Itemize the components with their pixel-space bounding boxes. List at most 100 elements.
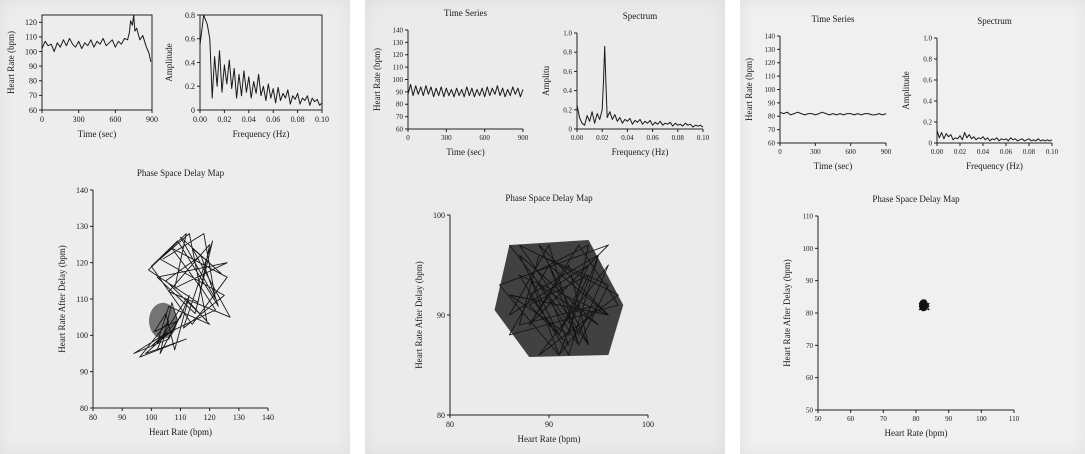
chart-9-dense-trajectory — [919, 299, 929, 312]
chart-7-y-tick-label: 110 — [765, 73, 776, 81]
chart-3-x-tick-label: 90 — [118, 413, 126, 422]
chart-5-y-tick-label: 0.4 — [563, 87, 572, 95]
chart-5-title: Spectrum — [623, 11, 658, 21]
chart-2-x-tick-label: 0.10 — [315, 115, 329, 124]
chart-5-x-tick-label: 0.04 — [621, 134, 634, 142]
chart-1-x-tick-label: 900 — [146, 115, 158, 124]
chart-5-y-tick-label: 0.2 — [563, 106, 572, 114]
chart-7-y-tick-label: 100 — [765, 86, 776, 94]
chart-9-x-tick-label: 100 — [976, 415, 987, 423]
chart-2-x-tick-label: 0.04 — [242, 115, 256, 124]
chart-3-x-tick-label: 130 — [233, 413, 245, 422]
chart-8-x-tick-label: 0.00 — [931, 148, 944, 156]
chart-9-x-tick-label: 110 — [1009, 415, 1020, 423]
chart-1-axis-frame — [41, 14, 153, 111]
chart-1-y-tick-label: 70 — [29, 91, 37, 100]
chart-5-x-tick-label: 0.02 — [596, 134, 609, 142]
chart-3-x-tick-label: 100 — [145, 413, 157, 422]
chart-8-y-tick-label: 0.6 — [923, 76, 932, 84]
chart-4-y-tick-label: 140 — [393, 26, 404, 34]
chart-4-y-tick-label: 110 — [393, 64, 404, 72]
chart-3-y-tick-label: 130 — [76, 222, 88, 231]
chart-7-y-tick-label: 80 — [768, 113, 776, 121]
chart-1-x-tick-label: 0 — [40, 115, 44, 124]
chart-5-x-tick-label: 0.08 — [672, 134, 685, 142]
chart-3-x-tick-label: 110 — [175, 413, 187, 422]
chart-5-y-tick-label: 0 — [569, 125, 573, 133]
chart-9-y-tick-label: 110 — [803, 212, 814, 220]
chart-7-series-line — [779, 111, 887, 116]
chart-5-x-tick-label: 0.00 — [571, 134, 584, 142]
chart-3-y-label: Heart Rate After Delay (bpm) — [57, 245, 67, 352]
chart-8-y-label: Amplitude — [901, 71, 911, 110]
chart-6-x-tick-label: 90 — [545, 420, 553, 429]
chart-1-y-tick-label: 120 — [25, 18, 37, 27]
chart-7-x-tick-label: 600 — [845, 148, 856, 156]
chart-1-x-tick-label: 300 — [73, 115, 85, 124]
chart-8-series-line — [936, 130, 1053, 142]
chart-6-y-tick-label: 80 — [437, 411, 445, 420]
chart-3-y-tick-label: 120 — [76, 258, 88, 267]
chart-7-x-tick-label: 900 — [881, 148, 892, 156]
chart-7-y-label: Heart Rate (bpm) — [744, 58, 754, 121]
chart-2-x-tick-label: 0.06 — [266, 115, 280, 124]
chart-1-x-tick-label: 600 — [109, 115, 121, 124]
chart-1-y-tick-label: 90 — [29, 62, 37, 71]
chart-6-y-tick-label: 100 — [433, 211, 445, 220]
chart-8-x-tick-label: 0.02 — [954, 148, 967, 156]
chart-9-y-tick-label: 100 — [803, 245, 814, 253]
chart-8-x-label: Frequency (Hz) — [966, 161, 1023, 171]
chart-8-title: Spectrum — [977, 16, 1012, 26]
chart-4-y-tick-label: 90 — [396, 88, 404, 96]
chart-7-x-label: Time (sec) — [814, 161, 852, 171]
chart-1-x-label: Time (sec) — [78, 129, 116, 139]
scan-panel-2 — [365, 0, 725, 454]
chart-4-y-tick-label: 100 — [393, 76, 404, 84]
chart-4-x-tick-label: 900 — [518, 134, 529, 142]
chart-3-x-label: Heart Rate (bpm) — [149, 427, 212, 437]
chart-8-y-tick-label: 0.2 — [923, 118, 932, 126]
chart-6-x-tick-label: 80 — [446, 420, 454, 429]
chart-4-title: Time Series — [444, 8, 487, 18]
chart-8-x-tick-label: 0.10 — [1046, 148, 1059, 156]
chart-6-x-tick-label: 100 — [642, 420, 654, 429]
chart-4-x-tick-label: 600 — [479, 134, 490, 142]
chart-9-x-tick-label: 70 — [880, 415, 888, 423]
chart-8-y-tick-label: 0 — [929, 139, 933, 147]
chart-2-y-tick-label: 0.6 — [185, 35, 195, 44]
chart-7-y-tick-label: 60 — [768, 139, 776, 147]
chart-4-series-line — [407, 83, 524, 98]
chart-6-dense-trajectory — [494, 240, 624, 357]
chart-4-x-tick-label: 0 — [406, 134, 410, 142]
chart-9-y-tick-label: 90 — [806, 277, 814, 285]
scan-panel-3 — [740, 0, 1085, 454]
chart-8-x-tick-label: 0.06 — [1000, 148, 1013, 156]
chart-6-y-tick-label: 90 — [437, 311, 445, 320]
chart-1-y-tick-label: 80 — [29, 77, 37, 86]
chart-9-y-tick-label: 50 — [806, 406, 814, 414]
chart-8-y-tick-label: 0.4 — [923, 97, 932, 105]
chart-2-y-tick-label: 0.4 — [185, 58, 195, 67]
chart-5-x-label: Frequency (Hz) — [612, 147, 669, 157]
chart-8-y-tick-label: 0.8 — [923, 55, 932, 63]
chart-4-y-tick-label: 120 — [393, 51, 404, 59]
chart-2-y-tick-label: 0.2 — [185, 82, 195, 91]
chart-2-y-tick-label: 0.8 — [185, 11, 195, 20]
chart-5-x-tick-label: 0.10 — [697, 134, 710, 142]
scan-panel-1 — [0, 0, 350, 454]
chart-4-y-tick-label: 80 — [396, 101, 404, 109]
chart-9-x-label: Heart Rate (bpm) — [885, 428, 948, 438]
chart-5-y-tick-label: 0.6 — [563, 68, 572, 76]
chart-7-y-tick-label: 70 — [768, 126, 776, 134]
chart-3-dense-trajectory — [149, 302, 177, 339]
chart-2-y-tick-label: 0 — [191, 106, 195, 115]
chart-7-y-tick-label: 90 — [768, 99, 776, 107]
chart-9-x-tick-label: 60 — [847, 415, 855, 423]
chart-2-x-tick-label: 0.08 — [291, 115, 305, 124]
chart-4-y-tick-label: 70 — [396, 113, 404, 121]
chart-7-x-tick-label: 0 — [778, 148, 782, 156]
chart-7-y-tick-label: 130 — [765, 46, 776, 54]
chart-2-x-tick-label: 0.02 — [217, 115, 231, 124]
chart-3-y-tick-label: 110 — [76, 295, 88, 304]
